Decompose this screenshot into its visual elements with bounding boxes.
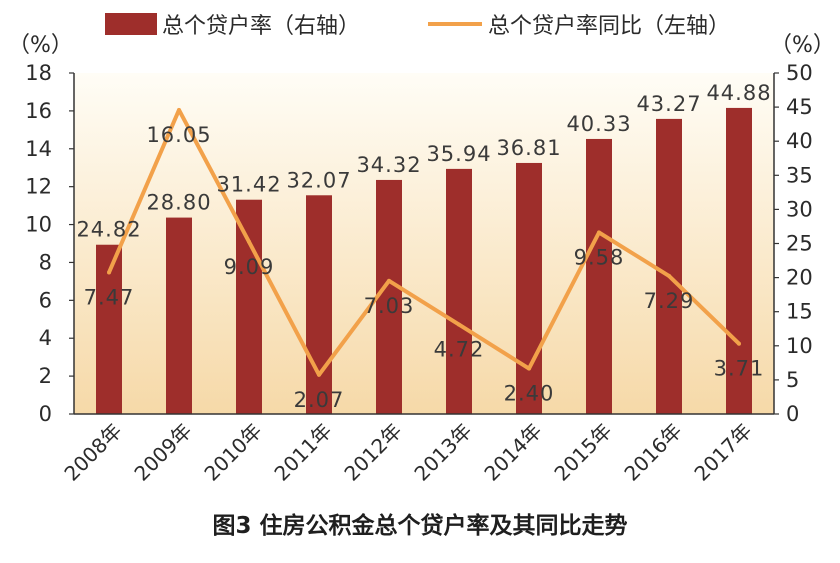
- legend-line-label: 总个贷户率同比（左轴）: [488, 14, 730, 39]
- right-tick-label-8: 40: [786, 129, 813, 153]
- bar-value-label-7: 40.33: [566, 112, 631, 136]
- x-tick-label-7: 2015年: [549, 419, 616, 486]
- left-tick-label-0: 0: [39, 402, 52, 426]
- bar-8: [656, 118, 682, 415]
- left-tick-label-3: 6: [39, 288, 52, 312]
- left-tick-label-4: 8: [39, 250, 52, 274]
- bar-value-label-8: 43.27: [636, 92, 701, 116]
- right-tick-label-3: 15: [786, 300, 813, 324]
- right-axis-unit: （%）: [770, 33, 835, 58]
- line-value-label-9: 3.71: [714, 357, 765, 381]
- x-tick-label-1: 2009年: [129, 419, 196, 486]
- bar-1: [166, 217, 192, 414]
- x-tick-label-5: 2013年: [409, 419, 476, 486]
- bar-value-label-6: 36.81: [496, 136, 561, 160]
- bar-2: [236, 199, 262, 414]
- right-tick-label-2: 10: [786, 334, 813, 358]
- left-tick-label-8: 16: [25, 99, 52, 123]
- x-tick-label-2: 2010年: [199, 419, 266, 486]
- bar-9: [726, 107, 752, 415]
- bar-value-label-1: 28.80: [146, 191, 211, 215]
- right-tick-label-1: 5: [786, 368, 799, 392]
- bar-value-label-5: 35.94: [426, 142, 491, 166]
- line-value-label-2: 9.09: [224, 255, 275, 279]
- x-tick-label-6: 2014年: [479, 419, 546, 486]
- bar-6: [516, 162, 542, 414]
- right-tick-label-5: 25: [786, 232, 813, 256]
- line-point-2: [247, 239, 251, 244]
- x-tick-label-0: 2008年: [59, 419, 126, 486]
- right-axis-ticks: 0 5 10 15 20 25 30 35 40 45 50: [774, 61, 813, 426]
- right-tick-label-0: 0: [786, 402, 799, 426]
- line-value-label-3: 2.07: [294, 388, 345, 412]
- line-point-3: [317, 372, 321, 377]
- bar-value-label-4: 34.32: [356, 153, 421, 177]
- legend-bar-label: 总个贷户率（右轴）: [162, 14, 360, 39]
- line-point-0: [107, 270, 111, 275]
- line-series-path: [107, 107, 741, 377]
- line-point-5: [457, 322, 461, 327]
- bar-value-label-2: 31.42: [216, 173, 281, 197]
- line-value-label-8: 7.29: [644, 289, 695, 313]
- left-tick-label-2: 4: [39, 326, 52, 350]
- line-point-4: [387, 278, 391, 283]
- left-tick-label-6: 12: [25, 175, 52, 199]
- line-value-label-1: 16.05: [146, 123, 211, 147]
- x-axis-ticks: 2008年 2009年 2010年 2011年 2012年 2013年 2014年 2015年…: [59, 419, 756, 486]
- bar-5: [446, 168, 472, 414]
- line-value-label-6: 2.40: [504, 382, 555, 406]
- bar-3: [306, 195, 332, 414]
- x-tick-label-3: 2011年: [269, 419, 336, 486]
- line-point-9: [737, 341, 741, 346]
- left-tick-label-1: 2: [39, 364, 52, 388]
- right-tick-label-7: 35: [786, 163, 813, 187]
- line-value-label-0: 7.47: [84, 285, 135, 309]
- line-layer: [107, 107, 741, 377]
- x-tick-label-4: 2012年: [339, 419, 406, 486]
- right-tick-label-6: 30: [786, 197, 813, 221]
- x-tick-label-9: 2017年: [689, 419, 756, 486]
- left-tick-label-5: 10: [25, 213, 52, 237]
- left-tick-label-7: 14: [25, 137, 52, 161]
- line-value-label-5: 4.72: [434, 338, 485, 362]
- line-point-6: [527, 366, 531, 371]
- line-point-8: [667, 273, 671, 278]
- line-point-1: [177, 107, 181, 112]
- left-axis-unit: （%）: [8, 33, 73, 58]
- bar-4: [376, 179, 402, 414]
- bar-value-label-3: 32.07: [286, 168, 351, 192]
- bar-value-label-9: 44.88: [706, 81, 771, 105]
- x-tick-label-8: 2016年: [619, 419, 686, 486]
- bar-value-label-0: 24.82: [76, 218, 141, 242]
- bar-7: [586, 138, 612, 414]
- right-tick-label-10: 50: [786, 61, 813, 85]
- figure-caption: 图3 住房公积金总个贷户率及其同比走势: [212, 512, 627, 539]
- line-value-label-7: 9.58: [574, 246, 625, 270]
- line-point-7: [597, 230, 601, 235]
- left-axis-ticks: 0 2 4 6 8 10 12 14 16 18: [25, 61, 74, 426]
- right-tick-label-4: 20: [786, 266, 813, 290]
- legend-bar-swatch: [105, 13, 157, 35]
- right-tick-label-9: 45: [786, 95, 813, 119]
- left-tick-label-9: 18: [25, 61, 52, 85]
- line-value-label-4: 7.03: [364, 294, 415, 318]
